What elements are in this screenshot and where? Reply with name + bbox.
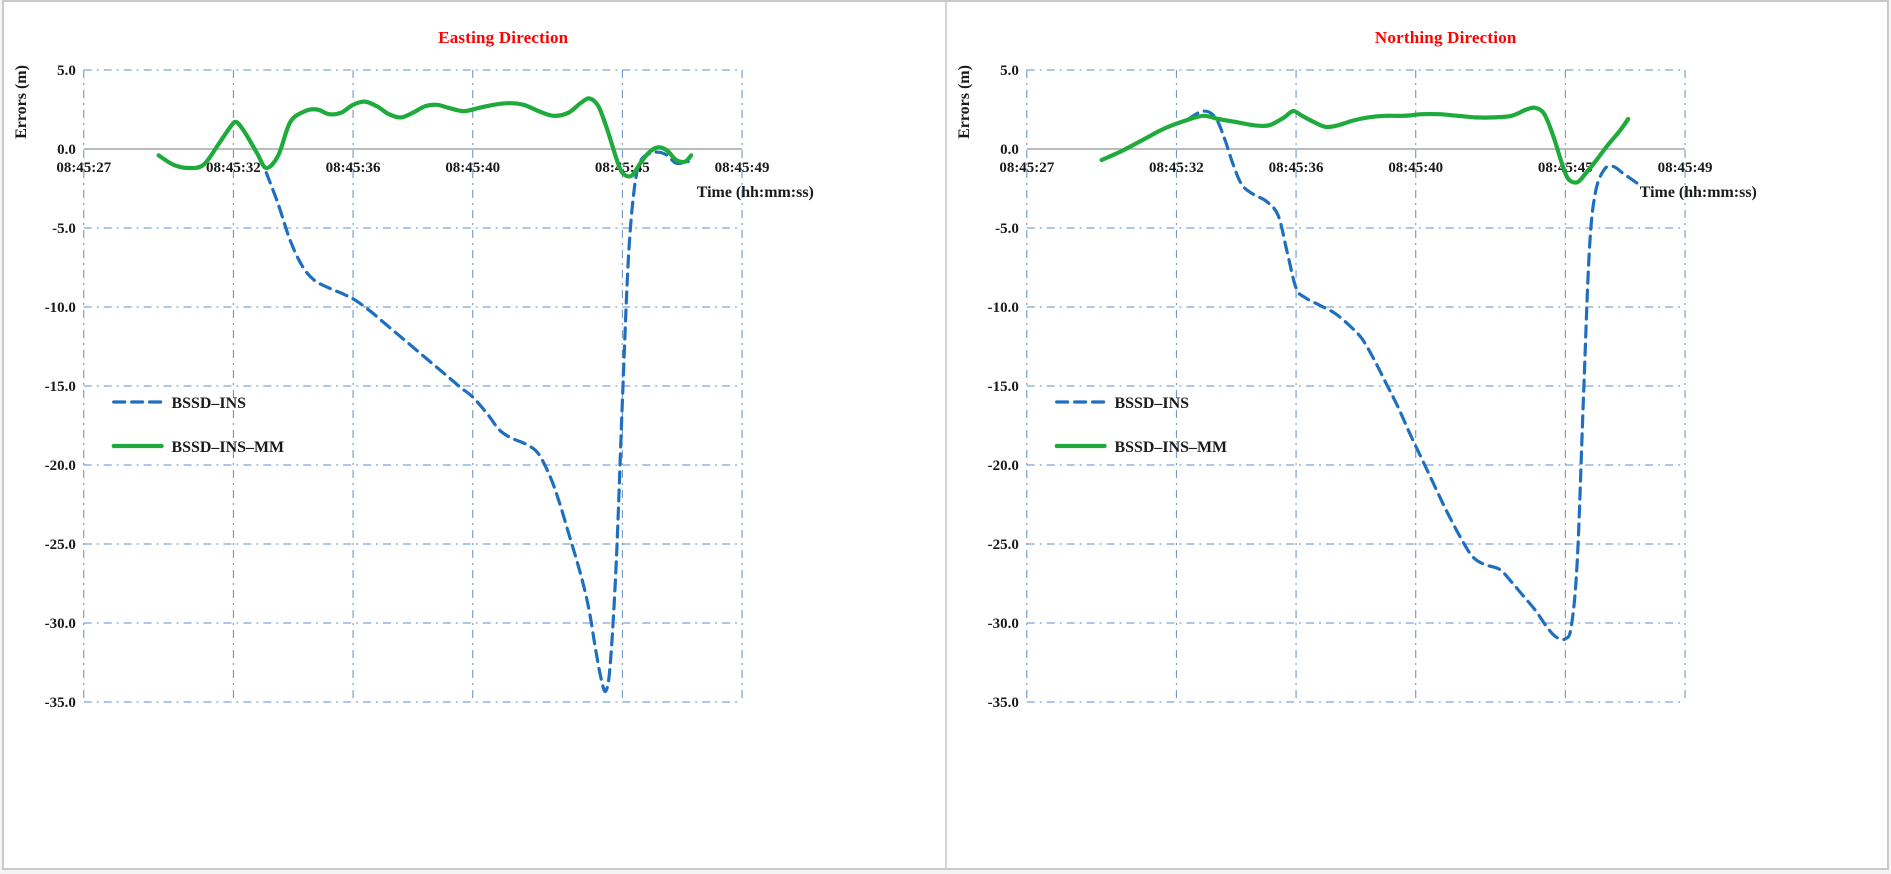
northing-chart-title: Northing Direction bbox=[1374, 28, 1517, 47]
y-tick-label: -30.0 bbox=[987, 616, 1018, 632]
legend-label: BSSD–INS–MM bbox=[172, 439, 285, 456]
series-dashed-line bbox=[264, 150, 690, 694]
x-tick-label: 08:45:27 bbox=[999, 160, 1054, 176]
easting-chart: 5.0 0.0 -5.0 -10.0 -15.0 -20.0 -25.0 -30.0 -35.0… bbox=[13, 63, 814, 711]
x-axis-label: Time (hh:mm:ss) bbox=[697, 184, 814, 201]
easting-chart-title: Easting Direction bbox=[438, 28, 569, 47]
series-dashed-line bbox=[1186, 109, 1642, 642]
y-tick-label: -35.0 bbox=[45, 695, 76, 711]
legend-item: BSSD–INS–MM bbox=[1054, 439, 1227, 456]
y-tick-label: -15.0 bbox=[987, 379, 1018, 395]
y-axis-label: Errors (m) bbox=[955, 65, 972, 139]
y-tick-label: -5.0 bbox=[995, 221, 1019, 237]
x-tick-label: 08:45:32 bbox=[206, 160, 261, 176]
x-tick-label: 08:45:40 bbox=[1388, 160, 1443, 176]
legend-label: BSSD–INS–MM bbox=[1114, 439, 1227, 456]
legend-item: BSSD–INS bbox=[1054, 395, 1189, 412]
y-tick-label: 0.0 bbox=[57, 142, 76, 158]
legend-label: BSSD–INS bbox=[1114, 395, 1189, 412]
x-tick-label: 08:45:27 bbox=[56, 160, 111, 176]
x-axis-label: Time (hh:mm:ss) bbox=[1639, 184, 1756, 201]
y-tick-label: -5.0 bbox=[52, 221, 76, 237]
y-tick-label: 5.0 bbox=[57, 63, 76, 79]
x-tick-label: 08:45:40 bbox=[445, 160, 500, 176]
legend-label: BSSD–INS bbox=[172, 395, 247, 412]
x-tick-label: 08:45:36 bbox=[326, 160, 381, 176]
y-tick-label: -10.0 bbox=[987, 300, 1018, 316]
y-tick-label: -10.0 bbox=[45, 300, 76, 316]
northing-chart-panel: Northing Direction 5.0 0.0 -5.0 -10.0 -15.0 -… bbox=[944, 2, 1887, 868]
x-tick-label: 08:45:32 bbox=[1148, 160, 1203, 176]
y-axis-label: Errors (m) bbox=[13, 65, 30, 139]
y-tick-label: 0.0 bbox=[1000, 142, 1019, 158]
x-tick-label: 08:45:49 bbox=[1657, 160, 1712, 176]
y-tick-label: -20.0 bbox=[45, 458, 76, 474]
y-tick-label: -25.0 bbox=[45, 537, 76, 553]
easting-chart-panel: Easting Direction 5.0 0.0 -5.0 -10.0 -15.0 -2… bbox=[4, 2, 945, 868]
y-tick-label: -15.0 bbox=[45, 379, 76, 395]
x-tick-label: 08:45:49 bbox=[715, 160, 770, 176]
series-solid-line bbox=[1098, 105, 1630, 185]
y-tick-label: -35.0 bbox=[987, 695, 1018, 711]
y-tick-label: 5.0 bbox=[1000, 63, 1019, 79]
x-tick-label: 08:45:36 bbox=[1268, 160, 1323, 176]
y-tick-label: -30.0 bbox=[45, 616, 76, 632]
y-tick-label: -25.0 bbox=[987, 537, 1018, 553]
legend-item: BSSD–INS bbox=[112, 395, 247, 412]
legend-item: BSSD–INS–MM bbox=[111, 439, 285, 456]
northing-chart: 5.0 0.0 -5.0 -10.0 -15.0 -20.0 -25.0 -30.0 -35.0… bbox=[955, 63, 1756, 711]
y-tick-label: -20.0 bbox=[987, 458, 1018, 474]
series-solid-line bbox=[156, 96, 694, 179]
